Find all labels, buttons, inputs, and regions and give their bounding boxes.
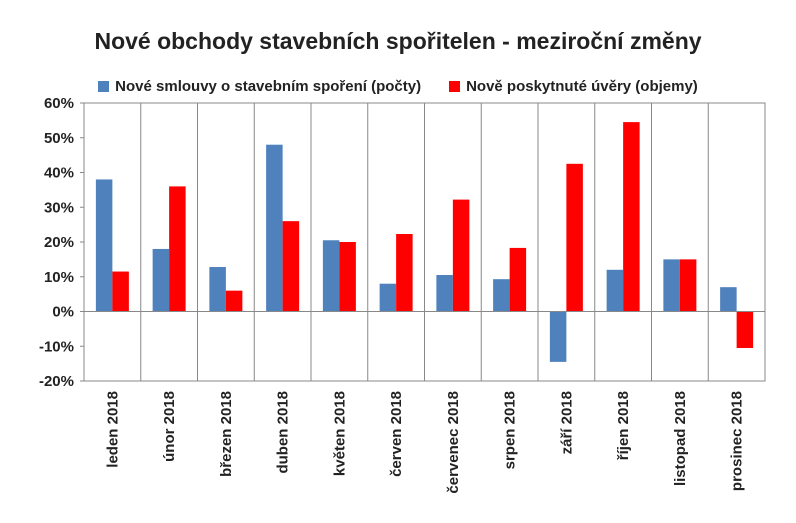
bar-series-2 — [509, 247, 527, 312]
bar-series-1 — [209, 267, 226, 312]
y-tick-label: 20% — [44, 234, 74, 251]
bar-series-2 — [169, 186, 186, 312]
bar-series-1 — [663, 259, 680, 312]
legend-item-series-2: Nově poskytnuté úvěry (objemy) — [449, 78, 698, 95]
bar-series-1 — [322, 240, 340, 312]
y-tick-label: -10% — [39, 338, 74, 355]
y-tick-label: 10% — [44, 269, 74, 286]
bar-series-1 — [379, 283, 397, 312]
bar-series-1 — [95, 179, 113, 312]
bar-series-1 — [436, 275, 453, 312]
legend-label-series-2: Nově poskytnuté úvěry (objemy) — [466, 78, 698, 95]
x-tick-label: květen 2018 — [331, 391, 348, 476]
y-tick-label: -20% — [39, 373, 74, 390]
x-tick-label: říjen 2018 — [615, 391, 632, 460]
legend-swatch-series-1 — [98, 81, 110, 92]
y-tick-label: 50% — [44, 130, 74, 147]
bar-series-2 — [623, 122, 640, 312]
x-tick-label: listopad 2018 — [672, 391, 689, 486]
chart-title: Nové obchody stavebních spořitelen - mez… — [94, 28, 702, 54]
x-tick-label: březen 2018 — [218, 391, 235, 477]
bar-series-2 — [339, 242, 356, 312]
bar-series-2 — [679, 259, 697, 312]
x-tick-label: prosinec 2018 — [729, 391, 746, 491]
bar-series-1 — [549, 311, 567, 362]
bar-series-1 — [152, 248, 170, 312]
legend-item-series-1: Nové smlouvy o stavebním spoření (počty) — [98, 78, 421, 95]
x-tick-label: únor 2018 — [161, 391, 178, 462]
bar-series-1 — [720, 287, 737, 312]
y-tick-label: 40% — [44, 165, 74, 182]
legend-label-series-1: Nové smlouvy o stavebním spoření (počty) — [115, 78, 422, 95]
x-tick-label: červen 2018 — [388, 391, 405, 477]
y-tick-label: 30% — [44, 199, 74, 216]
bar-series-2 — [225, 290, 243, 312]
bar-series-2 — [282, 221, 300, 312]
bar-series-2 — [736, 311, 754, 348]
bar-series-2 — [566, 163, 583, 312]
legend-swatch-series-2 — [449, 81, 461, 92]
x-tick-label: červenec 2018 — [445, 391, 462, 494]
chart-legend: Nové smlouvy o stavebním spoření (počty)… — [0, 78, 796, 95]
bar-series-1 — [266, 144, 283, 312]
bar-series-2 — [452, 199, 470, 312]
y-tick-label: 0% — [52, 304, 74, 321]
bar-series-1 — [493, 279, 510, 312]
y-tick-label: 60% — [44, 95, 74, 112]
x-tick-label: leden 2018 — [104, 391, 121, 468]
bar-series-1 — [606, 269, 624, 312]
bar-series-2 — [112, 271, 129, 312]
x-tick-label: duben 2018 — [275, 391, 292, 474]
bar-series-2 — [396, 234, 413, 312]
x-tick-label: září 2018 — [558, 391, 575, 454]
x-tick-label: srpen 2018 — [502, 391, 519, 469]
